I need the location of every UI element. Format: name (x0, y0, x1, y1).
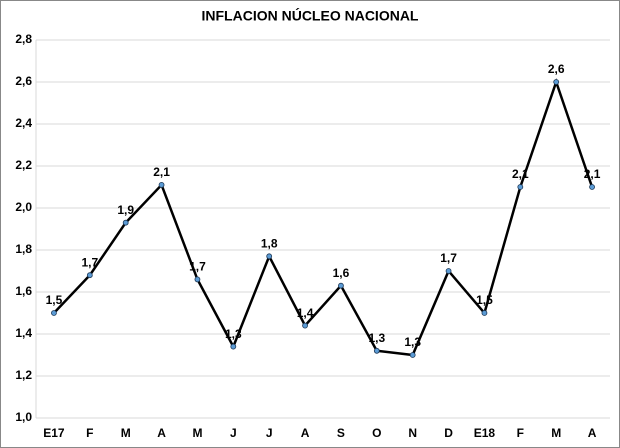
marker (266, 253, 273, 260)
y-tick-label: 2,6 (15, 74, 32, 88)
x-tick-label: J (266, 426, 273, 440)
data-label: 1,3 (368, 331, 385, 345)
data-label: 1,8 (261, 236, 278, 250)
x-tick-label: S (337, 426, 345, 440)
marker (194, 276, 201, 283)
x-tick-label: E18 (474, 426, 496, 440)
x-tick-label: A (588, 426, 597, 440)
data-label: 1,7 (440, 251, 457, 265)
y-tick-label: 2,0 (15, 200, 32, 214)
x-tick-label: F (517, 426, 524, 440)
y-tick-label: 2,8 (15, 32, 32, 46)
y-tick-label: 1,2 (15, 368, 32, 382)
y-tick-label: 2,4 (15, 116, 32, 130)
data-label: 1,4 (297, 306, 314, 320)
y-tick-label: 2,2 (15, 158, 32, 172)
data-label: 1,3 (404, 335, 421, 349)
x-tick-label: F (86, 426, 93, 440)
marker (373, 347, 380, 354)
data-label: 1,5 (476, 293, 493, 307)
x-tick-label: O (372, 426, 381, 440)
marker (302, 322, 308, 329)
x-tick-label: M (121, 426, 131, 440)
y-tick-label: 1,8 (15, 242, 32, 256)
data-label: 1,7 (81, 255, 98, 269)
marker (589, 184, 595, 190)
data-label: 1,9 (117, 203, 134, 217)
data-label: 1,3 (225, 327, 242, 341)
marker (409, 352, 416, 358)
data-label: 2,6 (548, 62, 565, 76)
x-tick-label: D (444, 426, 453, 440)
x-tick-label: M (551, 426, 561, 440)
marker (481, 310, 488, 316)
x-tick-label: M (192, 426, 202, 440)
y-tick-label: 1,6 (15, 284, 32, 298)
marker (230, 343, 237, 350)
marker (51, 310, 57, 316)
marker (158, 181, 165, 188)
x-tick-label: N (408, 426, 417, 440)
marker (338, 282, 344, 289)
line (53, 78, 594, 357)
x-tick-label: E17 (43, 426, 65, 440)
x-tick-label: A (301, 426, 310, 440)
data-label: 1,5 (46, 293, 63, 307)
data-label: 2,1 (584, 167, 601, 181)
x-tick-label: J (230, 426, 237, 440)
marker (553, 79, 560, 85)
chart-title: INFLACION NÚCLEO NACIONAL (202, 7, 419, 24)
y-tick-label: 1,4 (15, 326, 32, 340)
marker (445, 268, 452, 274)
x-tick-label: A (157, 426, 166, 440)
data-label: 2,1 (512, 167, 529, 181)
data-label: 1,7 (189, 260, 206, 274)
data-label: 1,6 (333, 266, 350, 280)
marker (122, 219, 129, 226)
data-label: 2,1 (153, 165, 170, 179)
marker (517, 184, 524, 190)
y-tick-label: 1,0 (15, 410, 32, 424)
marker (86, 272, 93, 279)
